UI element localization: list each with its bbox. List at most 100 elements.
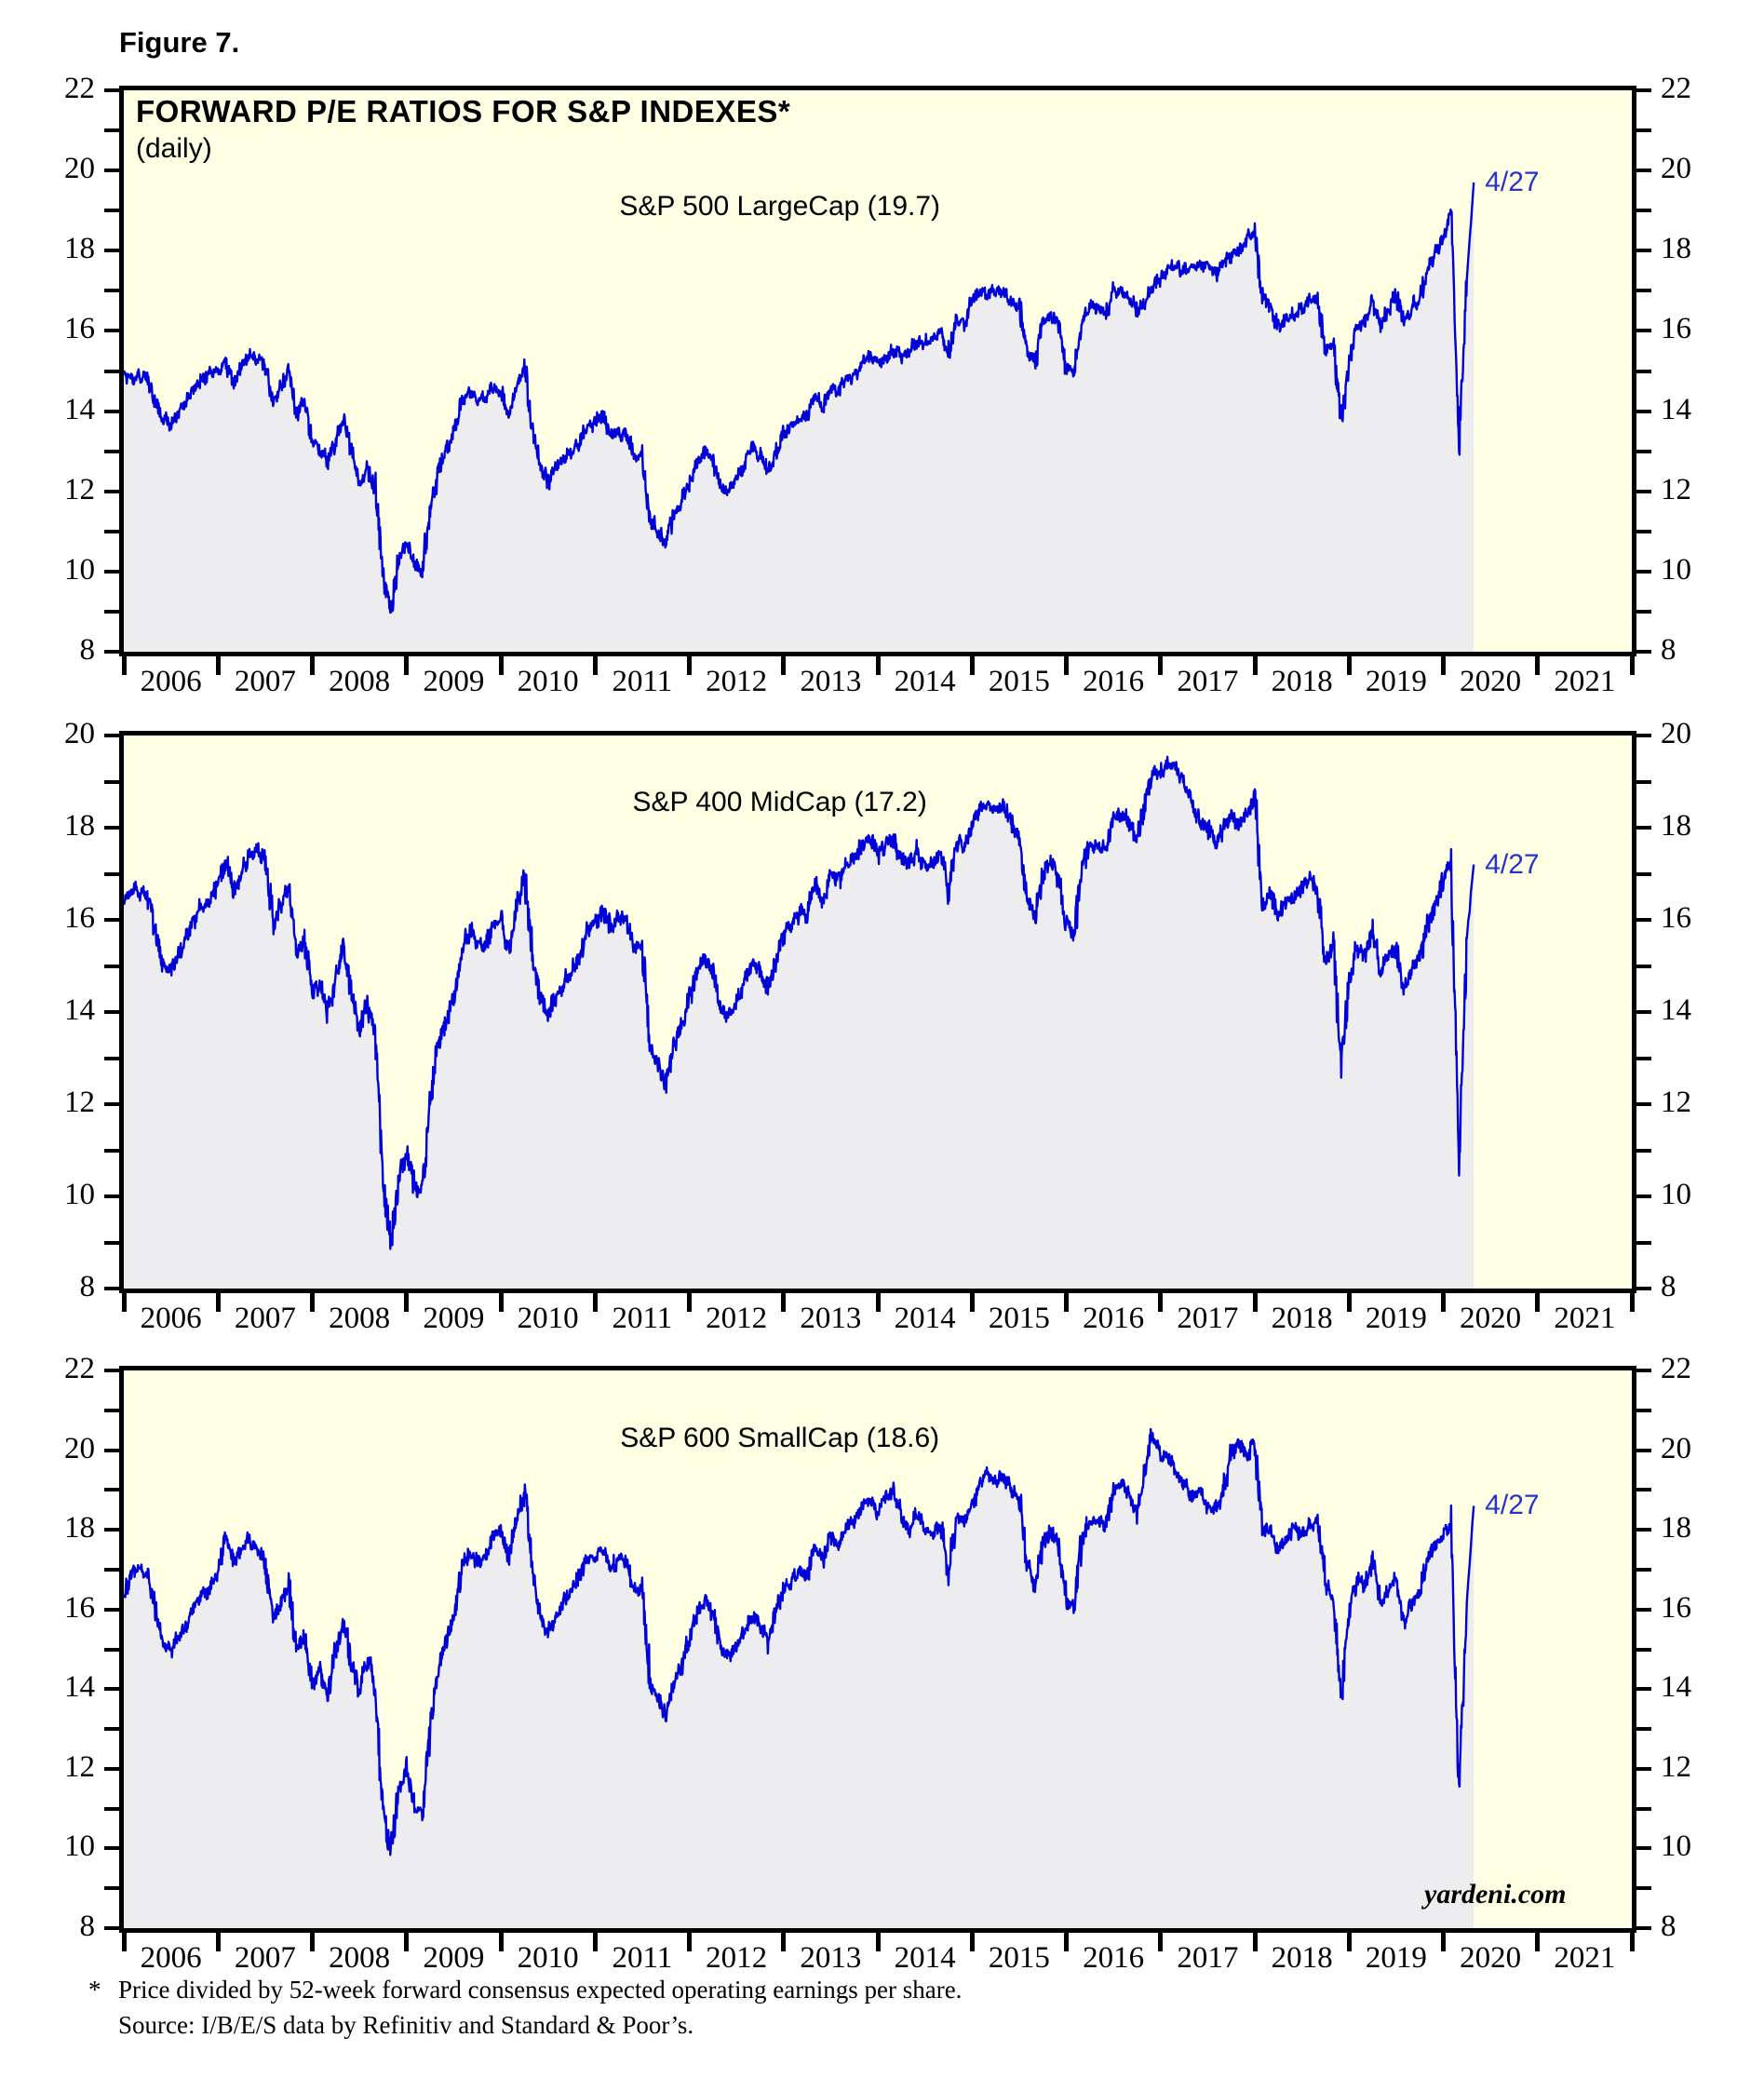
y-axis-label: 16 (1661, 901, 1691, 935)
y-axis-tick (104, 1528, 119, 1532)
x-axis-tick (498, 1293, 504, 1312)
x-axis-year-label: 2017 (1177, 1302, 1239, 1335)
y-axis-label: 22 (64, 72, 95, 105)
y-axis-label: 20 (1661, 717, 1691, 750)
y-axis-tick (1636, 1240, 1651, 1245)
y-axis-label: 16 (1661, 1590, 1691, 1625)
chart-subtitle: (daily) (136, 133, 212, 164)
y-axis-tick (104, 779, 119, 784)
y-axis-tick (1636, 1846, 1651, 1851)
x-axis-year-label: 2010 (517, 1302, 579, 1335)
x-axis-year-label: 2009 (423, 665, 485, 698)
y-axis-label: 10 (64, 1829, 95, 1864)
y-axis-tick (104, 169, 119, 173)
x-axis-year-label: 2019 (1365, 1302, 1427, 1335)
x-axis-year-label: 2010 (517, 1941, 579, 1975)
y-axis-tick (104, 1369, 119, 1372)
y-axis-label: 8 (1661, 1270, 1676, 1303)
x-axis-tick (687, 1293, 692, 1312)
y-axis-label: 12 (64, 1749, 95, 1784)
y-axis-tick (1636, 449, 1651, 453)
footnote-marker: * (88, 1976, 101, 2004)
y-axis-label: 20 (1661, 1431, 1691, 1465)
y-axis-tick (104, 569, 119, 574)
x-axis-tick (404, 1933, 410, 1951)
y-axis-tick (1636, 871, 1651, 876)
y-axis-tick (104, 1766, 119, 1771)
x-axis-tick (121, 656, 127, 675)
y-axis-label: 10 (64, 552, 95, 587)
y-axis-tick (1636, 964, 1651, 968)
y-axis-tick (104, 826, 119, 830)
panel-1 (119, 86, 1636, 656)
y-axis-tick (1636, 1448, 1651, 1452)
y-axis-label: 14 (64, 392, 95, 426)
x-axis-tick (1064, 1933, 1069, 1951)
y-axis-label: 18 (64, 809, 95, 843)
y-axis-tick (1636, 734, 1651, 737)
y-axis-tick (104, 964, 119, 968)
y-axis-tick (1636, 1102, 1651, 1106)
x-axis-tick (1064, 1293, 1069, 1312)
y-axis-label: 12 (1661, 1086, 1691, 1119)
y-axis-tick (104, 249, 119, 253)
y-axis-tick (104, 609, 119, 614)
x-axis-tick (1535, 1293, 1541, 1312)
y-axis-label: 14 (1661, 1670, 1691, 1705)
watermark-yardeni: yardeni.com (1424, 1879, 1567, 1910)
x-axis-year-label: 2007 (234, 1302, 296, 1335)
y-axis-tick (1636, 1010, 1651, 1014)
y-axis-tick (104, 1727, 119, 1732)
series-area-fill (124, 756, 1474, 1289)
x-axis-year-label: 2012 (706, 1302, 768, 1335)
x-axis-year-label: 2008 (329, 1302, 391, 1335)
y-axis-label: 8 (1661, 1910, 1676, 1943)
x-axis-year-label: 2006 (140, 1941, 202, 1975)
x-axis-tick (969, 1293, 975, 1312)
x-axis-tick (1158, 656, 1164, 675)
y-axis-label: 18 (1661, 232, 1691, 266)
x-axis-year-label: 2018 (1271, 665, 1333, 698)
y-axis-tick (1636, 169, 1651, 173)
x-axis-tick (215, 1933, 221, 1951)
y-axis-label: 16 (1661, 312, 1691, 346)
x-axis-tick (781, 1933, 787, 1951)
x-axis-year-label: 2007 (234, 665, 296, 698)
y-axis-label: 20 (64, 152, 95, 186)
y-axis-label: 10 (1661, 1178, 1691, 1211)
y-axis-tick (1636, 88, 1651, 92)
y-axis-tick (104, 1148, 119, 1153)
x-axis-year-label: 2011 (612, 1941, 673, 1975)
x-axis-tick (781, 656, 787, 675)
x-axis-year-label: 2006 (140, 665, 202, 698)
x-axis-year-label: 2020 (1460, 1941, 1522, 1975)
y-axis-tick (104, 871, 119, 876)
y-axis-tick (1636, 409, 1651, 413)
x-axis-tick (969, 656, 975, 675)
x-axis-year-label: 2021 (1554, 1302, 1616, 1335)
series-label-2: S&P 400 MidCap (17.2) (632, 786, 927, 817)
x-axis-tick (215, 656, 221, 675)
series-line (124, 755, 1475, 1250)
x-axis-year-label: 2009 (423, 1302, 485, 1335)
y-axis-tick (1636, 1408, 1651, 1412)
x-axis-year-label: 2008 (329, 665, 391, 698)
x-axis-tick (498, 656, 504, 675)
x-axis-year-label: 2015 (988, 1302, 1050, 1335)
y-axis-label: 18 (64, 232, 95, 266)
y-axis-tick (104, 489, 119, 493)
x-axis-year-label: 2012 (706, 1941, 768, 1975)
x-axis-tick (1158, 1293, 1164, 1312)
y-axis-tick (104, 1056, 119, 1060)
y-axis-label: 18 (64, 1511, 95, 1545)
x-axis-tick (592, 1293, 598, 1312)
y-axis-label: 16 (64, 901, 95, 935)
x-axis-year-label: 2012 (706, 665, 768, 698)
figure-label: Figure 7. (119, 26, 240, 59)
x-axis-year-label: 2008 (329, 1941, 391, 1975)
x-axis-year-label: 2020 (1460, 1302, 1522, 1335)
series-area-fill (124, 182, 1474, 652)
x-axis-year-label: 2015 (988, 1941, 1050, 1975)
y-axis-tick (104, 1287, 119, 1290)
y-axis-label: 10 (1661, 552, 1691, 587)
